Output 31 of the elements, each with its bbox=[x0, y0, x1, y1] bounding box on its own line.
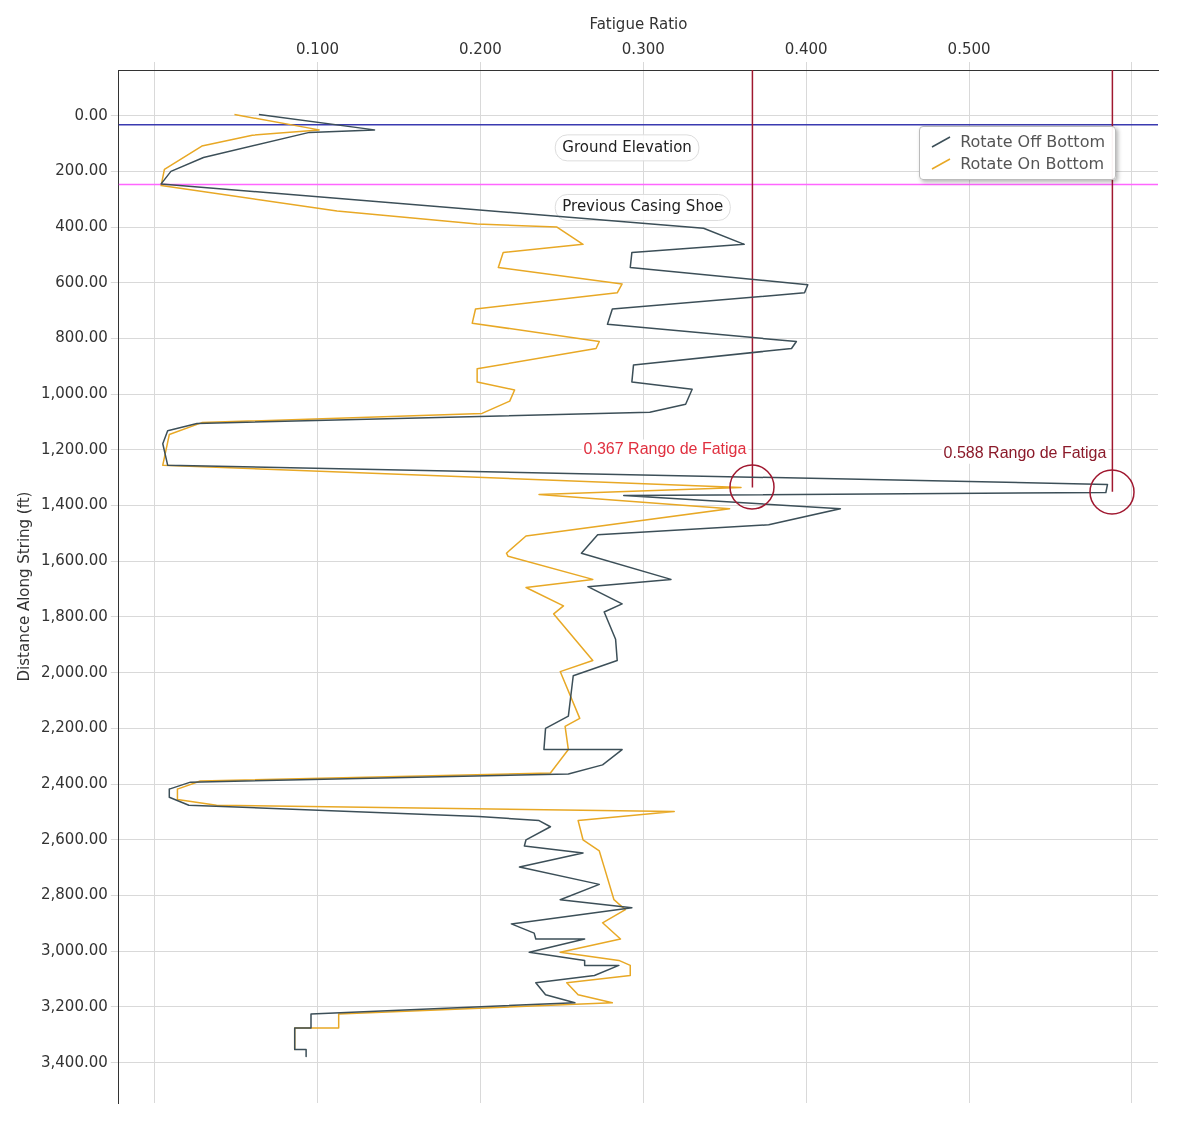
y-tick-label: 3,400.00 bbox=[41, 1052, 108, 1071]
y-tick-label: 3,200.00 bbox=[41, 996, 108, 1015]
annotation: 0.588 Rango de Fatiga bbox=[943, 444, 1107, 462]
y-tick-label: 2,000.00 bbox=[41, 662, 108, 681]
y-tick-label: 1,800.00 bbox=[41, 606, 108, 625]
ref-line-label: Ground Elevation bbox=[562, 137, 692, 156]
x-tick-label: 0.200 bbox=[458, 39, 502, 58]
y-tick-label: 1,200.00 bbox=[41, 439, 108, 458]
x-tick-label: 0.300 bbox=[621, 39, 665, 58]
x-tick-label: 0.400 bbox=[784, 39, 828, 58]
y-tick-label: 2,800.00 bbox=[41, 885, 108, 904]
x-tick-label: 0.100 bbox=[296, 39, 339, 58]
y-tick-label: 0.00 bbox=[74, 105, 108, 124]
ref-line-label: Previous Casing Shoe bbox=[562, 197, 724, 216]
y-tick-label: 2,200.00 bbox=[41, 718, 108, 737]
x-tick-label: 0.500 bbox=[947, 39, 991, 58]
y-tick-label: 1,600.00 bbox=[41, 551, 108, 570]
y-tick-label: 2,600.00 bbox=[41, 829, 108, 848]
annotation: 0.367 Rango de Fatiga bbox=[583, 439, 747, 457]
y-tick-label: 200.00 bbox=[55, 161, 108, 180]
y-axis-title: Distance Along String (ft) bbox=[14, 491, 33, 682]
y-tick-label: 1,400.00 bbox=[41, 495, 108, 514]
y-tick-label: 800.00 bbox=[55, 328, 108, 347]
y-tick-label: 2,400.00 bbox=[41, 773, 108, 792]
legend-label: Rotate On Bottom bbox=[960, 153, 1105, 175]
x-axis-title: Fatigue Ratio bbox=[589, 14, 688, 33]
y-tick-label: 1,000.00 bbox=[41, 384, 108, 403]
y-tick-label: 600.00 bbox=[55, 272, 108, 291]
legend-label: Rotate Off Bottom bbox=[960, 131, 1105, 153]
y-tick-label: 3,000.00 bbox=[41, 941, 108, 960]
y-tick-label: 400.00 bbox=[55, 216, 108, 235]
